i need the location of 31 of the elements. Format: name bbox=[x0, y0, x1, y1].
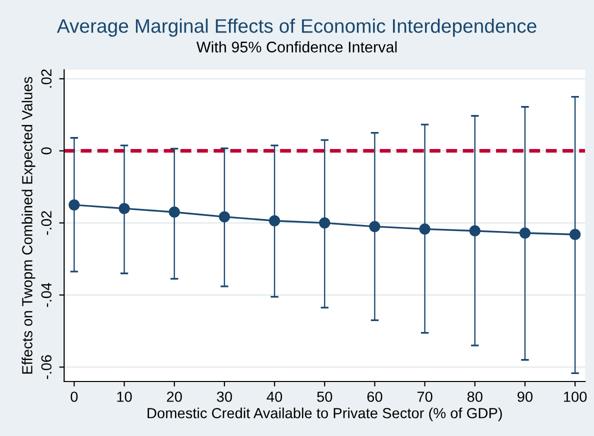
y-tick-label: .02 bbox=[41, 69, 52, 88]
x-tick-label: 90 bbox=[518, 392, 533, 402]
chart-title: Average Marginal Effects of Economic Interdependence bbox=[56, 18, 536, 37]
x-tick-label: 0 bbox=[70, 392, 78, 402]
point bbox=[319, 217, 330, 228]
y-tick-label: -.02 bbox=[41, 211, 52, 235]
x-tick-label: 80 bbox=[467, 392, 482, 402]
point bbox=[268, 215, 280, 226]
x-tick-label: 50 bbox=[317, 392, 332, 402]
x-tick-label: 40 bbox=[266, 392, 282, 402]
x-tick-label: 20 bbox=[166, 392, 182, 402]
x-tick-label: 10 bbox=[117, 392, 132, 402]
y-tick-label: -.06 bbox=[41, 355, 52, 379]
point bbox=[519, 227, 531, 239]
point bbox=[469, 225, 480, 236]
y-tick-label: 0 bbox=[41, 147, 52, 154]
y-tick-label: -.04 bbox=[41, 282, 52, 307]
x-tick-label: 70 bbox=[417, 392, 432, 402]
x-axis-title: Domestic Credit Available to Private Sector (% of GDP) bbox=[148, 408, 502, 422]
y-axis-title: Effects on Twopm Combined Expected Values bbox=[22, 76, 36, 374]
point bbox=[369, 220, 380, 232]
point bbox=[168, 206, 180, 218]
x-tick-label: 60 bbox=[367, 392, 382, 402]
point bbox=[218, 211, 230, 222]
point bbox=[118, 202, 130, 214]
x-tick-label: 30 bbox=[216, 392, 232, 402]
point bbox=[68, 199, 80, 210]
x-tick-label: 100 bbox=[564, 392, 587, 402]
point bbox=[570, 228, 581, 240]
point bbox=[419, 224, 430, 235]
chart-subtitle: With 95% Confidence Interval bbox=[196, 41, 397, 52]
